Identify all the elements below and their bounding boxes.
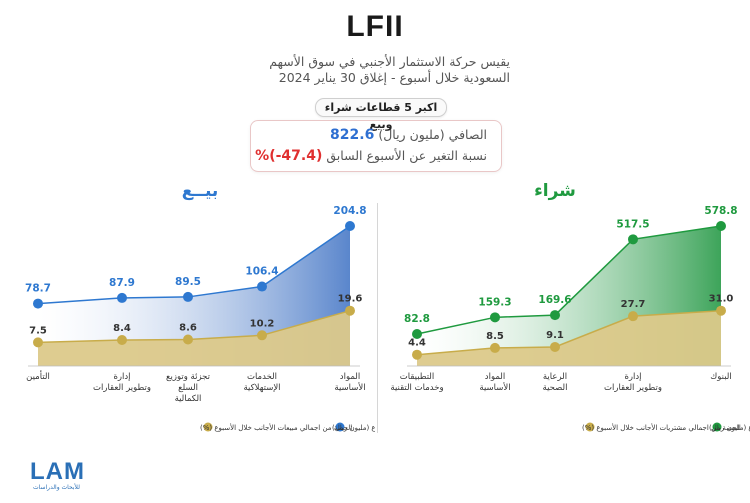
sell-category-label: الأساسية [334,382,365,393]
net-label: الصافي (مليون ريال) [378,127,487,142]
buy-share-point [490,342,500,353]
buy-share-point [412,349,422,360]
sell-legend-label: الحصة من اجمالي مبيعات الأجانب خلال الأس… [200,423,352,432]
sell-category-label: إدارة [113,372,130,382]
buy-share-label: 4.4 [408,338,426,349]
change-label: نسبة التغير عن الأسبوع السابق [326,148,487,163]
sell-category-label: المواد [340,372,360,382]
page-title: LFII [346,10,404,43]
sell-share-label: 8.4 [113,323,131,334]
buy-total-label: 578.8 [704,205,737,217]
sell-category-label: الكمالية [175,394,202,404]
sell-total-area [38,226,350,366]
buy-category-label: المواد [485,372,505,382]
buy-category-label: إدارة [624,372,641,382]
sell-category-label: التأمين [26,370,50,382]
buy-total-point [628,234,638,245]
buy-share-point [628,311,638,322]
buy-legend-marker [585,422,595,432]
sell-total-label: 78.7 [25,283,51,295]
sell-chart-title: بيــع [182,181,219,201]
sell-total-point [33,298,43,309]
sell-total-point [257,281,267,292]
buy-category-label: وخدمات التقنية [390,383,443,393]
buy-total-label: 159.3 [478,296,511,308]
net-summary-box: الصافي (مليون ريال) 822.6 نسبة التغير عن… [250,120,502,172]
buy-share-point [550,341,560,352]
subtitle-line-2: السعودية خلال أسبوع - إغلاق 30 يناير 202… [278,70,510,85]
buy-total-point [490,312,500,323]
sell-share-label: 19.6 [338,294,363,305]
buy-share-label: 31.0 [709,294,734,305]
top-sectors-pill: اكبر 5 قطاعات شراء وبيع [315,98,447,131]
sell-legend-marker [335,422,345,432]
buy-category-label: البنوك [710,372,731,382]
sell-share-label: 7.5 [29,325,47,336]
sell-category-label: السلع [178,383,198,393]
buy-total-label: 82.8 [404,313,430,325]
sell-share-point [345,305,355,316]
buy-legend-label: اجمالي المشتريات للقطاع (مليون ريال) [709,424,750,432]
sell-share-point [183,334,193,345]
panel-divider [377,203,378,433]
buy-category-label: التطبيقات [400,372,435,382]
sell-total-label: 89.5 [175,276,201,288]
sell-total-label: 204.8 [333,205,366,217]
sell-total-label: 106.4 [245,266,278,278]
buy-legend-label: الحصة من اجمالي مشتريات الأجانب خلال الأ… [582,423,741,432]
sell-share-point [257,330,267,341]
change-row: نسبة التغير عن الأسبوع السابق (47.4-)% [255,148,487,164]
sell-category-label: تجزئة وتوزيع [166,372,211,382]
sell-share-point [33,337,43,348]
sell-total-point [117,292,127,303]
buy-total-point [412,328,422,339]
net-row: الصافي (مليون ريال) 822.6 [261,127,487,143]
buy-total-point [716,221,726,231]
net-value: 822.6 [330,127,375,143]
buy-share-point [716,305,726,316]
buy-legend-marker [712,422,722,432]
sell-share-area [38,310,350,366]
sell-total-point [345,221,355,231]
sell-category-label: الخدمات [247,372,277,382]
sell-category-label: الإستهلاكية [243,383,280,393]
buy-share-label: 9.1 [546,330,564,341]
buy-total-label: 517.5 [616,218,649,230]
buy-total-point [550,310,560,321]
lam-logo-tagline: للأبحاث والدراسات [33,484,80,491]
change-value: (47.4-)% [255,148,323,164]
lam-logo: LAM [30,458,85,485]
sell-total-label: 87.9 [109,277,135,289]
buy-share-label: 27.7 [621,299,646,310]
sell-total-point [183,291,193,302]
sell-category-label: وتطوير العقارات [93,383,151,393]
buy-category-label: وتطوير العقارات [604,383,662,393]
buy-category-label: الرعاية [543,372,567,382]
subtitle-line-1: يقيس حركة الاستثمار الأجنبي في سوق الأسه… [269,54,510,69]
sell-share-label: 8.6 [179,322,197,333]
sell-share-point [117,335,127,346]
page-subtitle: يقيس حركة الاستثمار الأجنبي في سوق الأسه… [200,54,510,86]
buy-total-label: 169.6 [538,294,571,306]
buy-share-label: 8.5 [486,331,504,342]
sell-legend-marker [203,422,213,432]
sell-share-label: 10.2 [250,318,275,329]
sell-legend-label: اجمالي المبيعات للقطاع (مليون ريال) [332,424,375,432]
buy-category-label: الأساسية [479,382,510,393]
buy-chart-title: شراء [534,181,576,201]
buy-category-label: الصحية [543,383,568,393]
